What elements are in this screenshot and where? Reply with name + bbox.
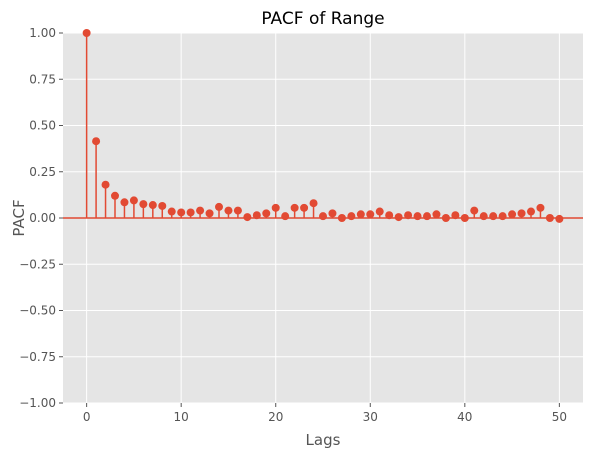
x-tick-label: 50 (552, 410, 567, 424)
stem-marker (243, 213, 252, 222)
y-tick-label: 0.50 (29, 119, 56, 133)
stem-marker (328, 209, 337, 218)
x-tick-label: 10 (174, 410, 189, 424)
stem-marker (366, 210, 375, 219)
stem-marker (290, 203, 299, 212)
y-tick-label: −0.75 (19, 350, 56, 364)
stem-marker (404, 211, 413, 220)
stem-marker (536, 203, 545, 212)
stem-marker (441, 214, 450, 222)
stem-marker (508, 210, 517, 219)
stem-marker (215, 202, 223, 211)
stem-marker (555, 214, 564, 223)
x-tick-label: 30 (363, 410, 378, 424)
x-tick-labels: 0 10 20 30 40 50 (83, 403, 567, 424)
stem-marker (252, 211, 261, 220)
stem-marker (545, 214, 554, 222)
stem-marker (271, 203, 280, 212)
stem-marker (489, 212, 498, 221)
stem-marker (423, 212, 431, 221)
stem-marker (167, 207, 176, 216)
stem-marker (347, 212, 356, 221)
stem-marker (300, 203, 309, 212)
stem-marker (82, 29, 91, 37)
stem-marker (460, 214, 469, 222)
stem-marker (385, 211, 394, 220)
y-tick-label: −0.50 (19, 304, 56, 318)
stem-marker (158, 201, 167, 210)
x-tick-label: 40 (457, 410, 472, 424)
stem-marker (451, 211, 460, 220)
chart-title: PACF of Range (261, 9, 384, 29)
x-tick-label: 20 (268, 410, 283, 424)
stem-marker (233, 206, 242, 215)
stem-marker (432, 210, 441, 219)
stem-marker (129, 196, 138, 205)
stem-marker (111, 191, 119, 200)
stem-marker (498, 212, 507, 221)
stem-marker (186, 208, 195, 217)
stem-marker (479, 212, 488, 221)
y-tick-label: 0.25 (29, 165, 56, 179)
stem-marker (337, 214, 346, 222)
stem-marker (375, 207, 384, 216)
stem-marker (139, 200, 148, 209)
x-axis-label: Lags (306, 431, 341, 449)
y-tick-labels: −1.00 −0.75 −0.50 −0.25 0.00 0.25 0.50 0.75 1.00 (19, 26, 63, 410)
stem-marker (527, 207, 535, 216)
stem-marker (262, 209, 271, 218)
y-tick-label: 0.75 (29, 72, 56, 86)
stem-marker (177, 208, 186, 217)
y-axis-label: PACF (10, 199, 28, 236)
stem-marker (413, 212, 422, 221)
stem-marker (205, 209, 214, 218)
stem-marker (356, 210, 365, 219)
y-tick-label: 0.00 (29, 211, 56, 225)
stem-marker (120, 198, 129, 207)
stem-marker (319, 212, 327, 221)
stem-marker (394, 213, 403, 222)
stem-marker (196, 206, 205, 215)
y-tick-label: −0.25 (19, 257, 56, 271)
stem-marker (309, 199, 318, 208)
stem-marker (101, 180, 110, 189)
y-tick-label: 1.00 (29, 26, 56, 40)
x-tick-label: 0 (83, 410, 91, 424)
markers-group (82, 29, 564, 223)
stem-marker (517, 209, 526, 218)
stem-marker (148, 201, 157, 210)
stem-marker (92, 137, 101, 146)
y-tick-label: −1.00 (19, 396, 56, 410)
stem-marker (281, 212, 290, 221)
stem-marker (470, 206, 479, 215)
stem-marker (224, 206, 233, 215)
